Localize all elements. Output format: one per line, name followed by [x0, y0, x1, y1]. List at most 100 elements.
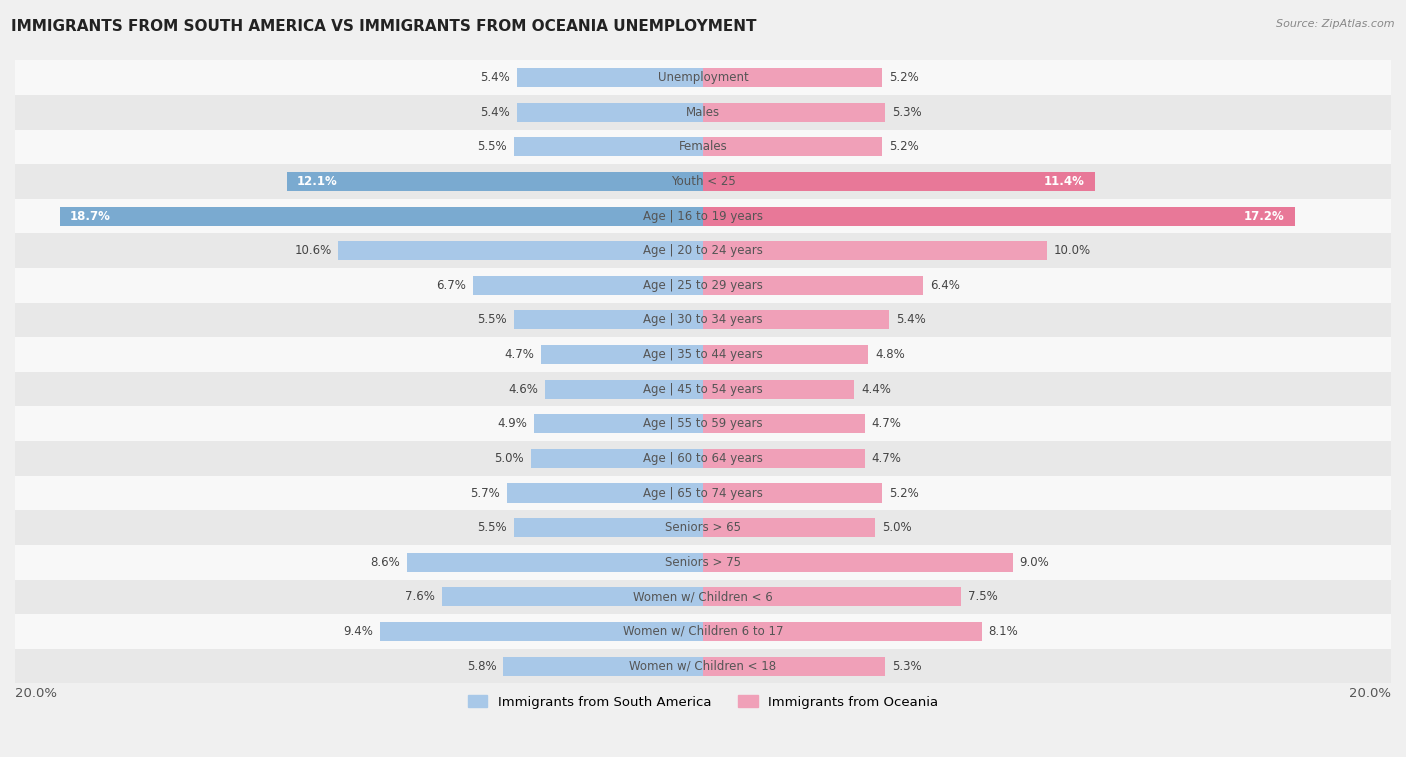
Bar: [703, 241, 1047, 260]
Bar: [513, 138, 703, 157]
Bar: [15, 441, 1391, 475]
Text: Age | 25 to 29 years: Age | 25 to 29 years: [643, 279, 763, 292]
Bar: [703, 207, 1295, 226]
Bar: [703, 449, 865, 468]
Text: 5.4%: 5.4%: [481, 106, 510, 119]
Bar: [380, 622, 703, 641]
Bar: [408, 553, 703, 572]
Bar: [544, 380, 703, 399]
Bar: [15, 61, 1391, 95]
Bar: [531, 449, 703, 468]
Text: Age | 35 to 44 years: Age | 35 to 44 years: [643, 348, 763, 361]
Bar: [15, 129, 1391, 164]
Text: Age | 65 to 74 years: Age | 65 to 74 years: [643, 487, 763, 500]
Text: 5.2%: 5.2%: [889, 487, 918, 500]
Bar: [15, 95, 1391, 129]
Text: 5.5%: 5.5%: [477, 141, 508, 154]
Text: 4.7%: 4.7%: [505, 348, 534, 361]
Bar: [703, 414, 865, 433]
Text: Youth < 25: Youth < 25: [671, 175, 735, 188]
Text: 10.0%: 10.0%: [1054, 245, 1091, 257]
Bar: [703, 518, 875, 537]
Text: 4.8%: 4.8%: [875, 348, 904, 361]
Bar: [703, 587, 960, 606]
Text: 4.4%: 4.4%: [862, 383, 891, 396]
Text: Seniors > 65: Seniors > 65: [665, 521, 741, 534]
Bar: [703, 310, 889, 329]
Text: 8.1%: 8.1%: [988, 625, 1018, 638]
Bar: [541, 345, 703, 364]
Text: 20.0%: 20.0%: [1348, 687, 1391, 700]
Bar: [703, 276, 924, 295]
Text: 5.0%: 5.0%: [495, 452, 524, 465]
Bar: [703, 622, 981, 641]
Text: 4.9%: 4.9%: [498, 417, 527, 430]
Text: 9.4%: 9.4%: [343, 625, 373, 638]
Text: 20.0%: 20.0%: [15, 687, 58, 700]
Bar: [517, 103, 703, 122]
Text: 4.6%: 4.6%: [508, 383, 538, 396]
Bar: [703, 138, 882, 157]
Bar: [287, 172, 703, 191]
Text: 5.8%: 5.8%: [467, 659, 496, 672]
Text: Age | 16 to 19 years: Age | 16 to 19 years: [643, 210, 763, 223]
Text: 10.6%: 10.6%: [294, 245, 332, 257]
Text: 5.2%: 5.2%: [889, 141, 918, 154]
Bar: [15, 614, 1391, 649]
Bar: [703, 656, 886, 675]
Text: 5.4%: 5.4%: [481, 71, 510, 84]
Text: Women w/ Children < 18: Women w/ Children < 18: [630, 659, 776, 672]
Text: Age | 30 to 34 years: Age | 30 to 34 years: [643, 313, 763, 326]
Bar: [513, 310, 703, 329]
Text: 5.0%: 5.0%: [882, 521, 911, 534]
Text: 18.7%: 18.7%: [70, 210, 111, 223]
Text: 17.2%: 17.2%: [1244, 210, 1284, 223]
Text: 5.2%: 5.2%: [889, 71, 918, 84]
Bar: [472, 276, 703, 295]
Text: IMMIGRANTS FROM SOUTH AMERICA VS IMMIGRANTS FROM OCEANIA UNEMPLOYMENT: IMMIGRANTS FROM SOUTH AMERICA VS IMMIGRA…: [11, 19, 756, 34]
Text: Women w/ Children < 6: Women w/ Children < 6: [633, 590, 773, 603]
Bar: [339, 241, 703, 260]
Text: Age | 45 to 54 years: Age | 45 to 54 years: [643, 383, 763, 396]
Bar: [15, 372, 1391, 407]
Bar: [503, 656, 703, 675]
Text: 12.1%: 12.1%: [297, 175, 337, 188]
Bar: [15, 545, 1391, 580]
Bar: [15, 407, 1391, 441]
Bar: [15, 303, 1391, 338]
Bar: [441, 587, 703, 606]
Text: Women w/ Children 6 to 17: Women w/ Children 6 to 17: [623, 625, 783, 638]
Text: 5.5%: 5.5%: [477, 521, 508, 534]
Bar: [703, 380, 855, 399]
Text: Males: Males: [686, 106, 720, 119]
Bar: [15, 510, 1391, 545]
Text: 5.4%: 5.4%: [896, 313, 925, 326]
Bar: [508, 484, 703, 503]
Bar: [517, 68, 703, 87]
Bar: [15, 580, 1391, 614]
Text: Seniors > 75: Seniors > 75: [665, 556, 741, 569]
Legend: Immigrants from South America, Immigrants from Oceania: Immigrants from South America, Immigrant…: [463, 690, 943, 714]
Text: Age | 20 to 24 years: Age | 20 to 24 years: [643, 245, 763, 257]
Text: 5.5%: 5.5%: [477, 313, 508, 326]
Bar: [15, 233, 1391, 268]
Text: 8.6%: 8.6%: [371, 556, 401, 569]
Bar: [15, 649, 1391, 684]
Bar: [703, 172, 1095, 191]
Text: Source: ZipAtlas.com: Source: ZipAtlas.com: [1277, 19, 1395, 29]
Text: 5.3%: 5.3%: [893, 659, 922, 672]
Bar: [534, 414, 703, 433]
Bar: [703, 484, 882, 503]
Text: 9.0%: 9.0%: [1019, 556, 1049, 569]
Bar: [703, 345, 868, 364]
Text: Age | 60 to 64 years: Age | 60 to 64 years: [643, 452, 763, 465]
Bar: [703, 103, 886, 122]
Bar: [15, 338, 1391, 372]
Bar: [703, 553, 1012, 572]
Text: 5.3%: 5.3%: [893, 106, 922, 119]
Text: Age | 55 to 59 years: Age | 55 to 59 years: [643, 417, 763, 430]
Text: 4.7%: 4.7%: [872, 417, 901, 430]
Bar: [15, 268, 1391, 303]
Text: 5.7%: 5.7%: [470, 487, 501, 500]
Bar: [15, 475, 1391, 510]
